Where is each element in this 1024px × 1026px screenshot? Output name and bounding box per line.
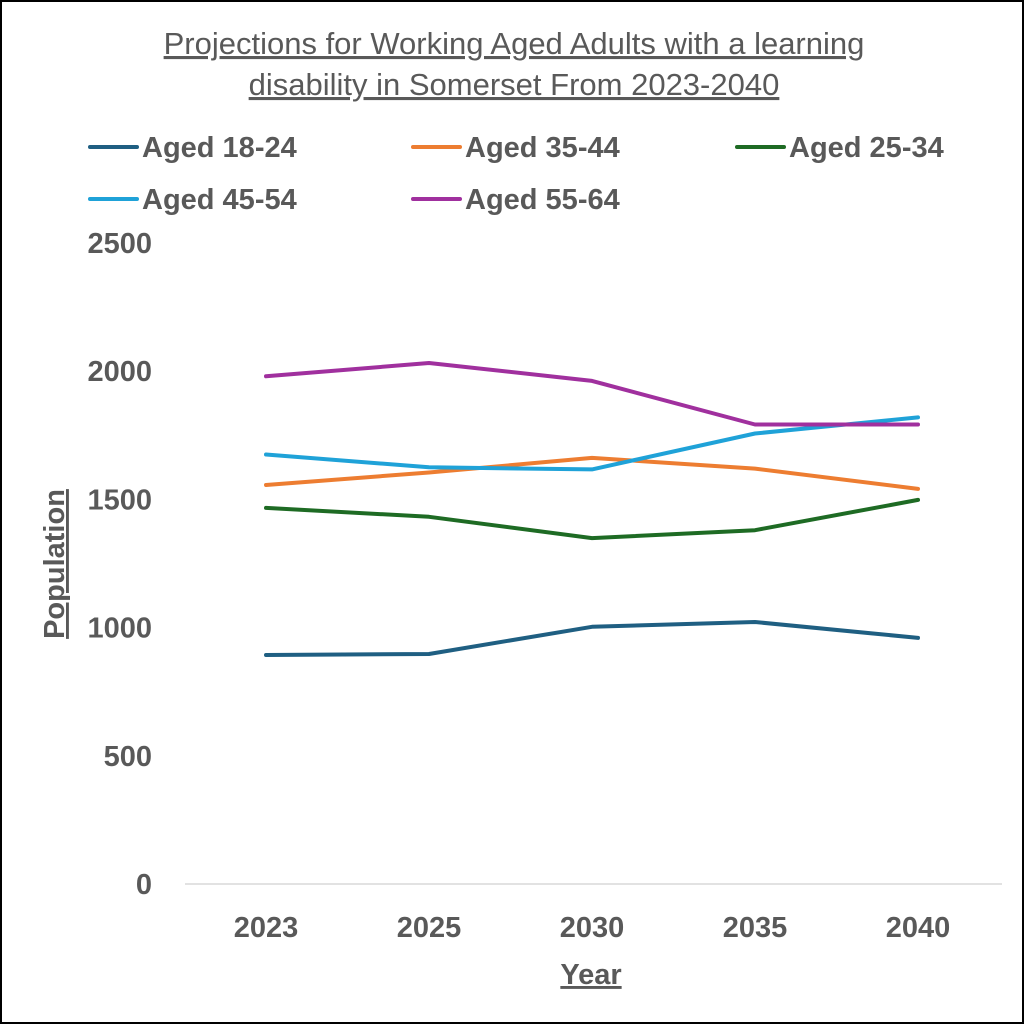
legend-label: Aged 25-34 (789, 132, 944, 164)
series-line-aged-25-34 (264, 497, 920, 541)
legend-label: Aged 35-44 (465, 132, 620, 164)
legend-label: Aged 45-54 (142, 184, 297, 216)
y-tick-label: 500 (104, 741, 152, 773)
series-line-aged-55-64 (264, 361, 920, 427)
series-line-aged-18-24 (264, 620, 920, 657)
y-tick-label: 0 (136, 869, 152, 901)
legend-label: Aged 55-64 (465, 184, 620, 216)
y-tick-label: 2500 (87, 228, 152, 260)
legend-label: Aged 18-24 (142, 132, 297, 164)
series-line-aged-35-44 (264, 455, 920, 491)
legend-item-aged-55-64: Aged 55-64 (411, 184, 620, 216)
y-axis: 0 500 1000 1500 2000 2500 (87, 228, 152, 901)
legend-item-aged-18-24: Aged 18-24 (88, 132, 297, 164)
series-line-aged-45-54 (264, 415, 920, 472)
x-tick-label: 2035 (723, 912, 788, 944)
x-tick-label: 2025 (397, 912, 462, 944)
x-tick-label: 2023 (234, 912, 299, 944)
x-axis-label: Year (560, 959, 621, 991)
x-axis: 2023 2025 2030 2035 2040 (234, 912, 951, 944)
chart-title-line-2: disability in Somerset From 2023-2040 (249, 67, 780, 102)
series-lines (264, 361, 920, 657)
y-axis-label: Population (39, 489, 71, 639)
chart-title-line-1: Projections for Working Aged Adults with… (164, 26, 865, 61)
x-tick-label: 2030 (560, 912, 625, 944)
y-tick-label: 1500 (87, 484, 152, 516)
x-tick-label: 2040 (886, 912, 951, 944)
y-tick-label: 2000 (87, 356, 152, 388)
legend-item-aged-35-44: Aged 35-44 (411, 132, 620, 164)
legend-item-aged-45-54: Aged 45-54 (88, 184, 297, 216)
y-tick-label: 1000 (87, 613, 152, 645)
legend-item-aged-25-34: Aged 25-34 (735, 132, 944, 164)
legend: Aged 18-24 Aged 35-44 Aged 25-34 Aged 45-54… (88, 132, 944, 216)
